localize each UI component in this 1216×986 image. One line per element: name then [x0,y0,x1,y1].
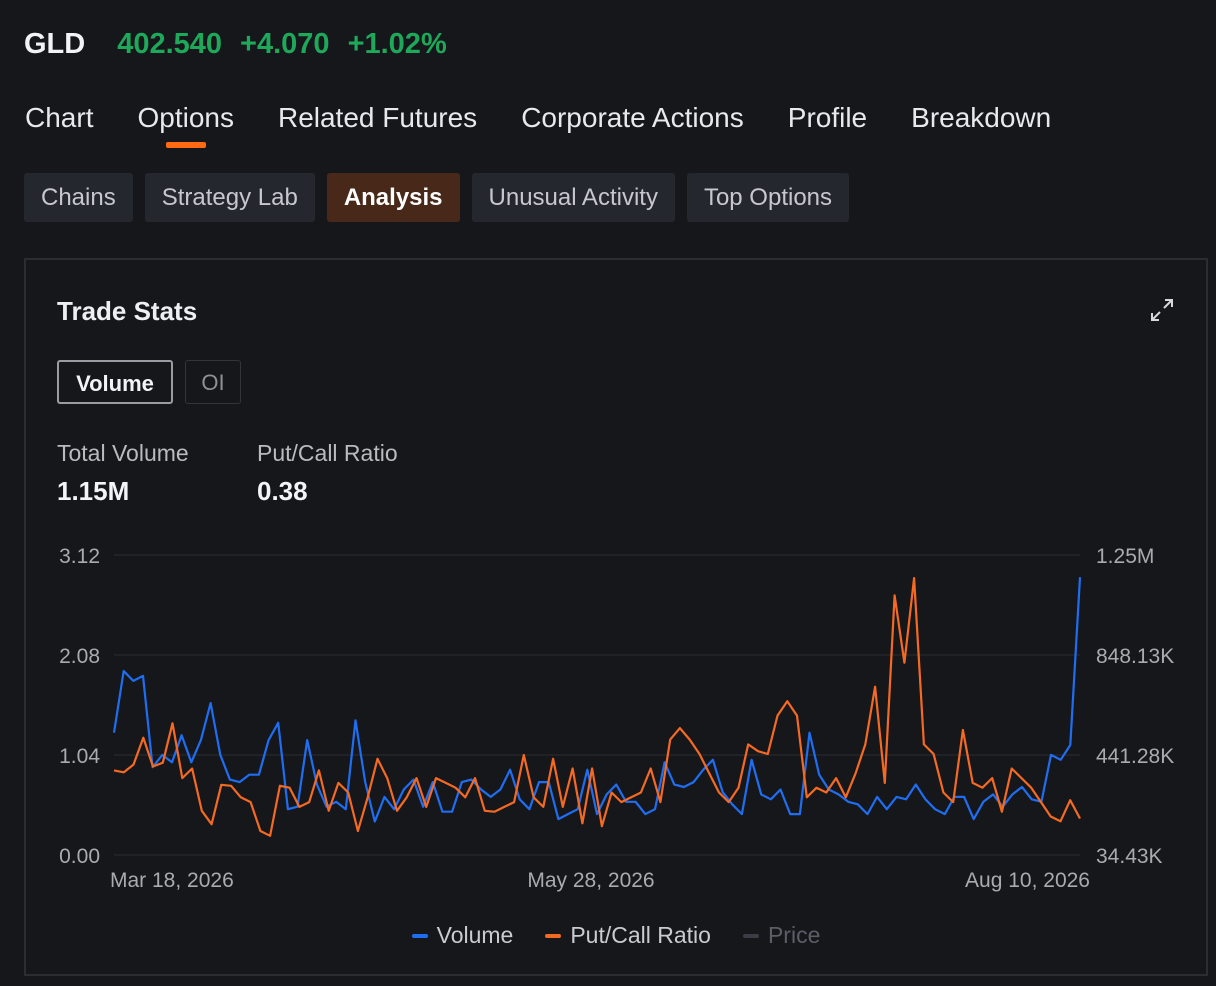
price-swatch [742,933,759,938]
tab-profile[interactable]: Profile [787,102,868,133]
legend-price-label: Price [767,922,821,948]
x-axis-tick-label: May 28, 2026 [527,869,654,892]
legend-put-call[interactable]: Put/Call Ratio [545,922,711,949]
tab-related-futures[interactable]: Related Futures [277,102,478,133]
volume-line [112,577,1082,823]
right-axis-tick-label: 1.25M [1096,545,1154,568]
legend-price[interactable]: Price [742,922,821,949]
options-subtabs: Chains Strategy Lab Analysis Unusual Act… [24,173,850,222]
put-call-ratio-label: Put/Call Ratio [257,440,398,466]
volume-toggle[interactable]: Volume [57,360,173,404]
right-axis-tick-label: 848.13K [1096,645,1174,668]
trade-stats-chart: 3.12 1.25M 2.08 848.13K 1.04 441.28K 0.00 34.43… [59,545,1174,892]
tab-corporate-actions[interactable]: Corporate Actions [521,102,744,133]
ticker-symbol: GLD [24,27,86,60]
volume-swatch [411,933,428,938]
subtab-unusual-activity[interactable]: Unusual Activity [471,173,675,222]
left-axis-tick-label: 3.12 [59,545,100,568]
subtab-top-options[interactable]: Top Options [686,173,850,222]
tab-options[interactable]: Options [137,100,234,148]
right-axis-tick-label: 34.43K [1096,845,1163,868]
last-price: 402.540 [117,27,223,60]
left-axis-tick-label: 2.08 [59,645,100,668]
x-axis-tick-label: Aug 10, 2026 [965,869,1090,892]
right-axis-tick-label: 441.28K [1096,745,1174,768]
expand-icon[interactable] [1148,296,1176,324]
trade-stats-card: Trade Stats Volume OI Total Volume 1.15M… [24,258,1208,976]
price-change-percent: +1.02% [347,27,447,60]
subtab-chains[interactable]: Chains [24,173,133,222]
main-tabs: Chart Options Related Futures Corporate … [25,100,1052,148]
left-axis-tick-label: 1.04 [59,745,100,768]
tab-chart[interactable]: Chart [25,102,94,133]
tab-breakdown[interactable]: Breakdown [911,102,1052,133]
chart-legend: Volume Put/Call Ratio Price [26,922,1206,949]
legend-volume[interactable]: Volume [411,922,514,949]
subtab-strategy-lab[interactable]: Strategy Lab [144,173,315,222]
price-change: +4.070 [240,27,330,60]
card-title: Trade Stats [57,296,198,326]
total-volume-label: Total Volume [57,440,189,466]
total-volume-value: 1.15M [57,476,130,506]
x-axis-tick-label: Mar 18, 2026 [110,869,234,892]
legend-put-call-label: Put/Call Ratio [570,922,711,948]
put-call-ratio-value: 0.38 [257,476,308,506]
subtab-analysis[interactable]: Analysis [326,173,460,222]
oi-toggle[interactable]: OI [185,360,241,404]
quote-header: GLD 402.540 +4.070 +1.02% [24,24,447,64]
legend-volume-label: Volume [436,922,514,948]
left-axis-tick-label: 0.00 [59,845,100,868]
put-call-swatch [545,933,562,938]
put-call-ratio-line [113,577,1081,837]
